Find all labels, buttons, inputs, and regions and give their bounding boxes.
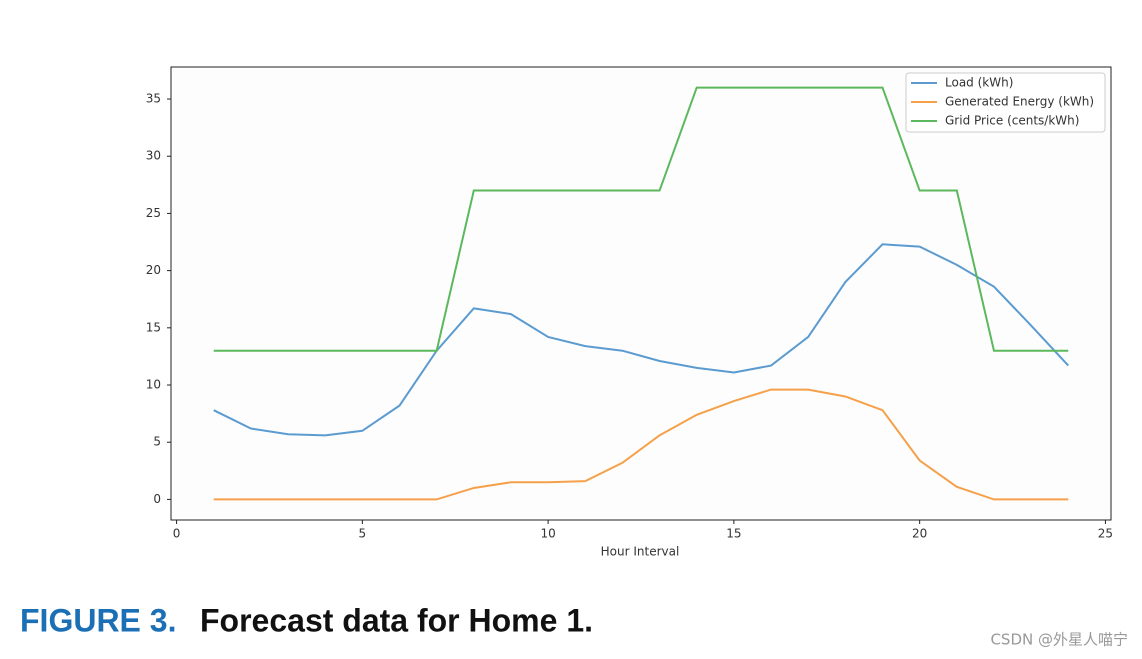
legend-box xyxy=(905,72,1106,133)
x-tick-label: 25 xyxy=(1098,527,1113,541)
x-tick-label: 5 xyxy=(359,527,367,541)
x-tick-label: 10 xyxy=(540,527,555,541)
y-tick-label: 25 xyxy=(146,206,161,220)
y-tick-label: 15 xyxy=(146,320,161,334)
y-tick-label: 35 xyxy=(146,92,161,106)
legend-label: Load (kWh) xyxy=(945,76,1013,90)
watermark: CSDN @外星人喵宁 xyxy=(990,631,1128,649)
y-tick-label: 30 xyxy=(146,149,161,163)
caption-label: FIGURE 3. xyxy=(20,602,176,638)
series-line xyxy=(213,86,1069,352)
y-tick-label: 5 xyxy=(153,435,161,449)
y-tick-label: 0 xyxy=(153,492,161,506)
legend-label: Generated Energy (kWh) xyxy=(945,95,1094,109)
y-tick-label: 10 xyxy=(146,378,161,392)
x-tick-label: 0 xyxy=(173,527,181,541)
legend-label: Grid Price (cents/kWh) xyxy=(945,114,1079,128)
series-line xyxy=(213,388,1069,501)
x-tick-label: 20 xyxy=(912,527,927,541)
caption-text: Forecast data for Home 1. xyxy=(200,602,593,638)
x-axis-label: Hour Interval xyxy=(601,545,680,559)
plot-area xyxy=(170,66,1112,521)
series-line xyxy=(213,243,1070,437)
x-tick-label: 15 xyxy=(726,527,741,541)
y-tick-label: 20 xyxy=(146,263,161,277)
